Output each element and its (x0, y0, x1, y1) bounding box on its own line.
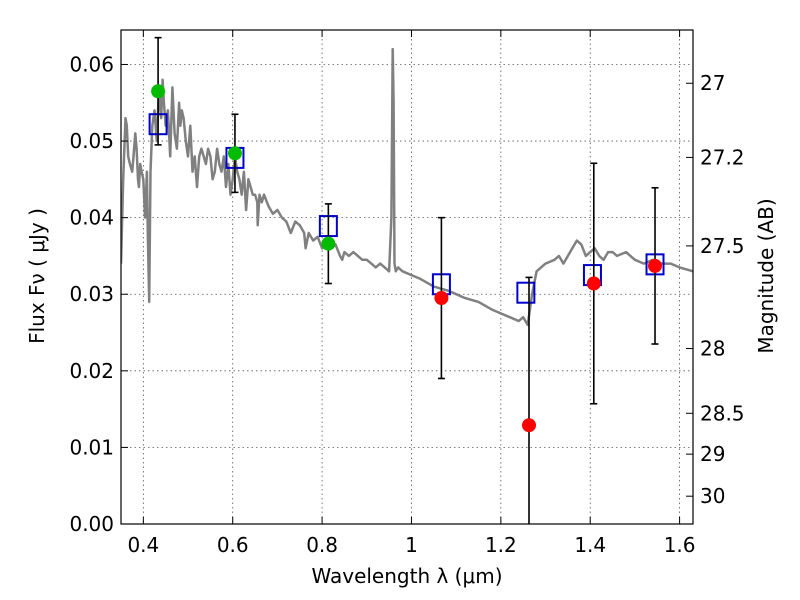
y-axis-label: Flux Fν ( μJy ) (25, 208, 49, 344)
nondetection-point (434, 291, 449, 306)
detection-point (151, 84, 166, 99)
x-tick-label: 0.6 (217, 533, 249, 557)
x-tick-label: 1.6 (664, 533, 696, 557)
nondetection-point (586, 276, 601, 291)
y2-tick-label: 29 (700, 442, 725, 466)
y2-tick-label: 28.5 (700, 401, 745, 425)
y-tick-label: 0.02 (69, 359, 114, 383)
y-tick-label: 0.04 (69, 206, 114, 230)
model-flux-square (516, 281, 536, 304)
detection-point (321, 236, 336, 251)
y2-tick-label: 28 (700, 337, 725, 361)
x-axis-label: Wavelength λ (μm) (311, 564, 502, 588)
y-tick-label: 0.05 (69, 129, 114, 153)
tick-labels: 0.4 0.6 0.8 1 1.2 1.4 1.6 0.00 0.01 0.02 0.03 0.04 0… (69, 52, 744, 557)
plot-area (121, 36, 693, 524)
y2-tick-label: 27.5 (700, 234, 745, 258)
y-tick-label: 0.01 (69, 435, 114, 459)
y-tick-label: 0.03 (69, 282, 114, 306)
y-tick-label: 0.00 (69, 512, 114, 536)
nondetection-point (521, 418, 536, 433)
x-tick-label: 0.4 (127, 533, 159, 557)
y-tick-label: 0.06 (69, 52, 114, 76)
y2-axis-label: Magnitude (AB) (754, 198, 778, 353)
x-tick-label: 0.8 (306, 533, 338, 557)
x-tick-label: 1 (405, 533, 418, 557)
x-tick-label: 1.4 (574, 533, 606, 557)
nondetection-point (648, 258, 663, 273)
y2-tick-label: 27.2 (700, 145, 745, 169)
axis-ticks (121, 30, 693, 525)
x-tick-label: 1.2 (485, 533, 517, 557)
plot-frame (120, 29, 694, 525)
detection-point (227, 146, 242, 161)
y2-tick-label: 27 (700, 71, 725, 95)
y2-tick-label: 30 (700, 484, 725, 508)
